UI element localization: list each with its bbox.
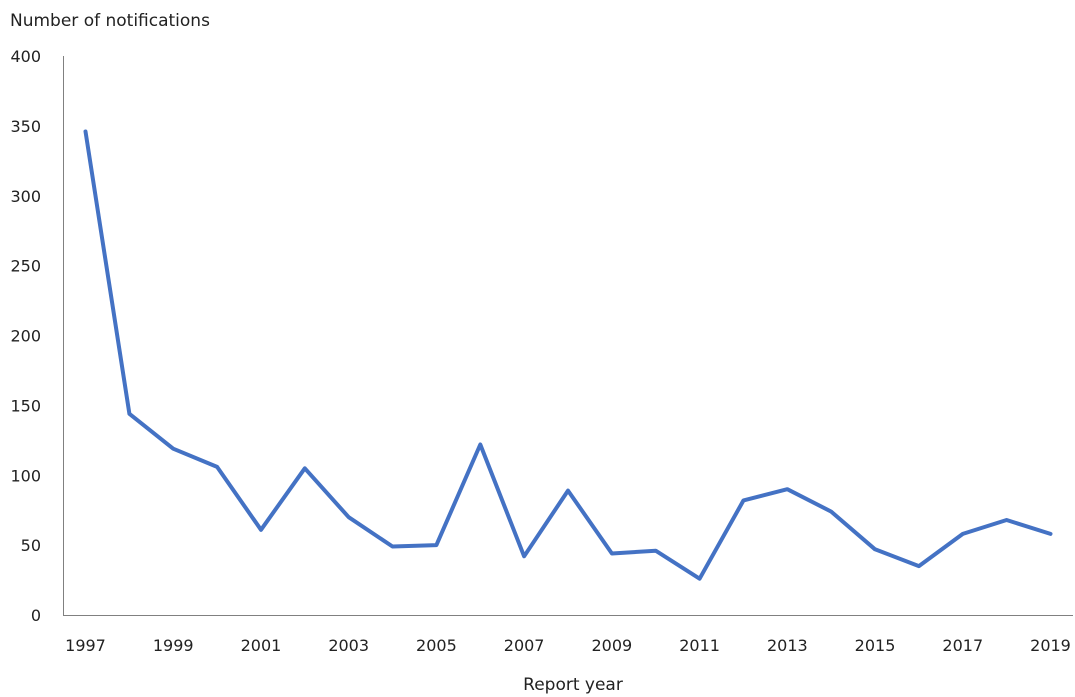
- x-tick-label: 2015: [855, 636, 896, 655]
- x-tick-label: 1999: [153, 636, 194, 655]
- x-tick-label: 2011: [679, 636, 720, 655]
- data-point: [478, 443, 482, 447]
- data-point: [259, 528, 263, 532]
- data-point: [785, 487, 789, 491]
- data-point: [127, 412, 131, 416]
- series-line: [83, 129, 1053, 581]
- data-point: [347, 515, 351, 519]
- data-point: [84, 130, 88, 134]
- y-tick-label: 200: [10, 327, 41, 346]
- y-tick-label: 300: [10, 187, 41, 206]
- y-tick-label: 350: [10, 117, 41, 136]
- data-point: [391, 545, 395, 549]
- y-tick-labels: 0 50 100 150 200 250 300 350 400: [10, 47, 41, 625]
- data-point: [566, 489, 570, 493]
- y-tick-label: 150: [10, 396, 41, 415]
- data-point: [303, 466, 307, 470]
- y-tick-label: 250: [10, 257, 41, 276]
- data-point: [215, 465, 219, 469]
- x-tick-label: 2009: [592, 636, 633, 655]
- x-tick-label: 2005: [416, 636, 457, 655]
- data-point: [873, 547, 877, 551]
- y-tick-label: 400: [10, 47, 41, 66]
- data-point: [917, 564, 921, 568]
- x-tick-label: 2017: [942, 636, 983, 655]
- data-point: [742, 498, 746, 502]
- x-tick-labels: 1997 1999 2001 2003 2005 2007 2009 2011 2013 2015…: [65, 636, 1071, 655]
- data-point: [171, 447, 175, 451]
- series-layer: [83, 129, 1053, 581]
- data-point: [434, 543, 438, 547]
- data-point: [698, 577, 702, 581]
- x-tick-label: 2019: [1030, 636, 1071, 655]
- x-tick-label: 1997: [65, 636, 106, 655]
- data-point: [654, 549, 658, 553]
- x-tick-label: 2007: [504, 636, 545, 655]
- data-point: [1005, 518, 1009, 522]
- data-point: [961, 532, 965, 536]
- y-axis-title: Number of notifications: [10, 11, 210, 31]
- data-point: [829, 510, 833, 514]
- x-tick-label: 2001: [241, 636, 282, 655]
- data-point: [1049, 532, 1053, 536]
- x-axis-title: Report year: [523, 675, 623, 695]
- y-tick-label: 0: [31, 606, 41, 625]
- y-tick-label: 100: [10, 466, 41, 485]
- data-point: [522, 554, 526, 558]
- x-tick-label: 2003: [328, 636, 369, 655]
- data-point: [610, 552, 614, 556]
- y-tick-label: 50: [21, 536, 41, 555]
- x-tick-label: 2013: [767, 636, 808, 655]
